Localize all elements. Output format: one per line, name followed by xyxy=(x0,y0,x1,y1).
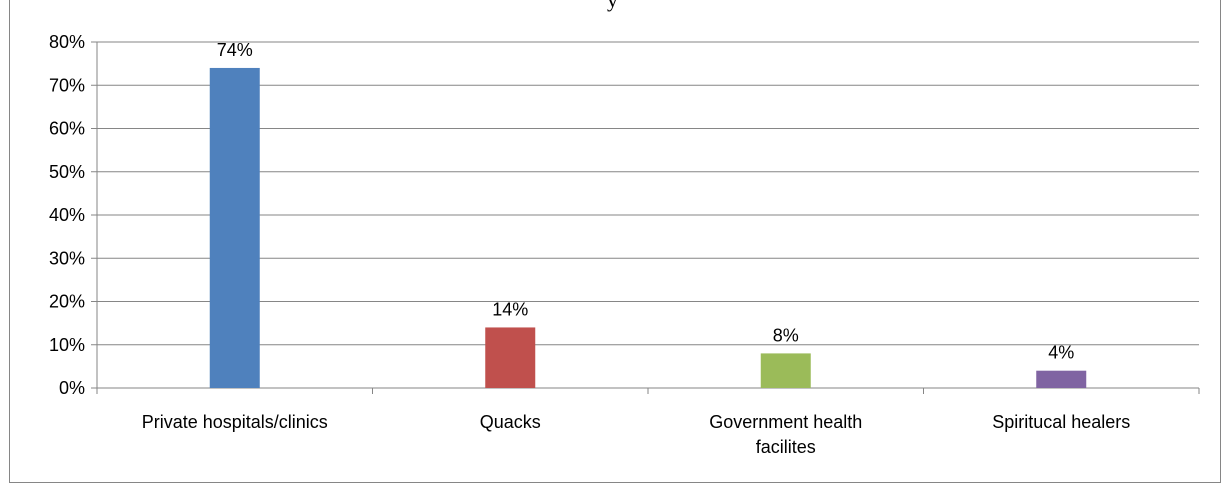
y-tick-label: 40% xyxy=(49,205,85,225)
y-tick-label: 10% xyxy=(49,335,85,355)
y-tick-label: 60% xyxy=(49,119,85,139)
data-label: 4% xyxy=(1048,343,1074,363)
y-tick-label: 50% xyxy=(49,162,85,182)
data-label: 14% xyxy=(492,299,528,319)
y-tick-label: 0% xyxy=(59,378,85,398)
data-label: 74% xyxy=(217,40,253,60)
y-tick-label: 20% xyxy=(49,292,85,312)
bar xyxy=(1036,370,1087,388)
x-tick-label: Government health facilites xyxy=(709,412,862,457)
data-label: 8% xyxy=(773,325,799,345)
bar xyxy=(485,327,536,388)
x-tick-label: Spiritucal healers xyxy=(992,412,1130,432)
x-tick-label: Quacks xyxy=(480,412,541,432)
bar xyxy=(209,67,260,388)
y-tick-label: 80% xyxy=(49,32,85,52)
y-tick-label: 30% xyxy=(49,248,85,268)
chart-title: y xyxy=(0,0,1225,13)
bar xyxy=(760,353,811,388)
x-tick-label: Private hospitals/clinics xyxy=(142,412,328,432)
y-tick-label: 70% xyxy=(49,75,85,95)
